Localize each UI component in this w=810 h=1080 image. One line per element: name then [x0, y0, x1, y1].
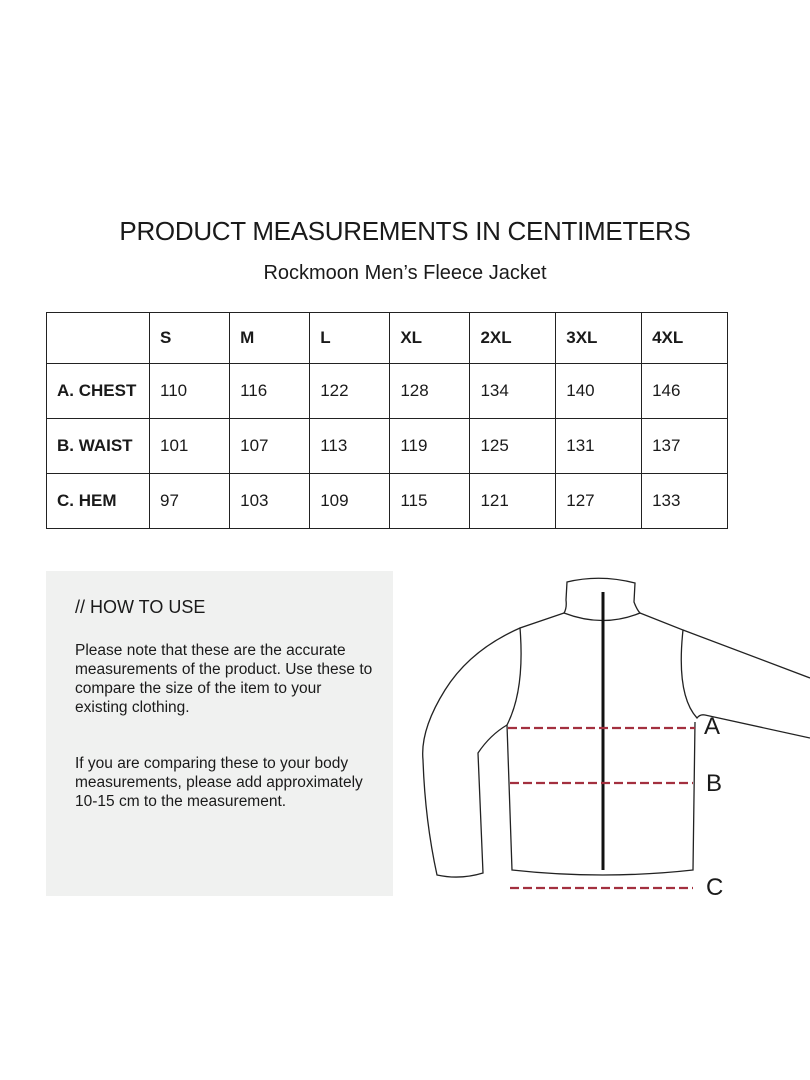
jacket-outline: [422, 577, 810, 878]
row-label: A. CHEST: [46, 363, 150, 419]
page-title: PRODUCT MEASUREMENTS IN CENTIMETERS: [119, 216, 691, 246]
cell: 122: [309, 363, 391, 419]
table-header-row: S M L XL 2XL 3XL 4XL: [46, 312, 728, 364]
how-to-use-paragraph: Please note that these are the accurate …: [75, 642, 373, 716]
header-cell: 4XL: [641, 312, 728, 364]
how-to-use-paragraph: If you are comparing these to your body …: [75, 755, 363, 810]
cell: 125: [469, 418, 557, 474]
cell: 131: [555, 418, 643, 474]
table-row: A. CHEST 110 116 122 128 134 140 146: [46, 363, 728, 419]
label-b: B: [706, 770, 723, 797]
label-a: A: [704, 713, 721, 740]
header-cell: XL: [389, 312, 471, 364]
how-to-use-heading: // HOW TO USE: [75, 597, 206, 617]
cell: 128: [389, 363, 471, 419]
product-name: Rockmoon Men’s Fleece Jacket: [263, 262, 547, 284]
header-cell: 3XL: [555, 312, 643, 364]
table-row: C. HEM 97 103 109 115 121 127 133: [46, 473, 728, 529]
cell: 113: [309, 418, 391, 474]
cell: 137: [641, 418, 728, 474]
row-label: B. WAIST: [46, 418, 150, 474]
cell: 97: [148, 473, 231, 529]
row-label: C. HEM: [46, 473, 150, 529]
cell: 107: [229, 418, 311, 474]
cell: 127: [555, 473, 643, 529]
cell: 103: [229, 473, 311, 529]
cell: 109: [309, 473, 391, 529]
size-table: S M L XL 2XL 3XL 4XL A. CHEST 110 116 12…: [46, 312, 728, 529]
header-cell: 2XL: [469, 312, 557, 364]
header-cell: M: [229, 312, 311, 364]
cell: 121: [469, 473, 557, 529]
cell: 140: [555, 363, 643, 419]
header-cell: S: [148, 312, 231, 364]
cell: 146: [641, 363, 728, 419]
cell: 134: [469, 363, 557, 419]
label-c: C: [706, 874, 724, 901]
cell: 115: [389, 473, 471, 529]
cell: 133: [641, 473, 728, 529]
measurement-lines: [508, 726, 695, 890]
how-to-use-panel: // HOW TO USE Please note that these are…: [46, 571, 393, 896]
cell: 110: [148, 363, 231, 419]
table-row: B. WAIST 101 107 113 119 125 131 137: [46, 418, 728, 474]
